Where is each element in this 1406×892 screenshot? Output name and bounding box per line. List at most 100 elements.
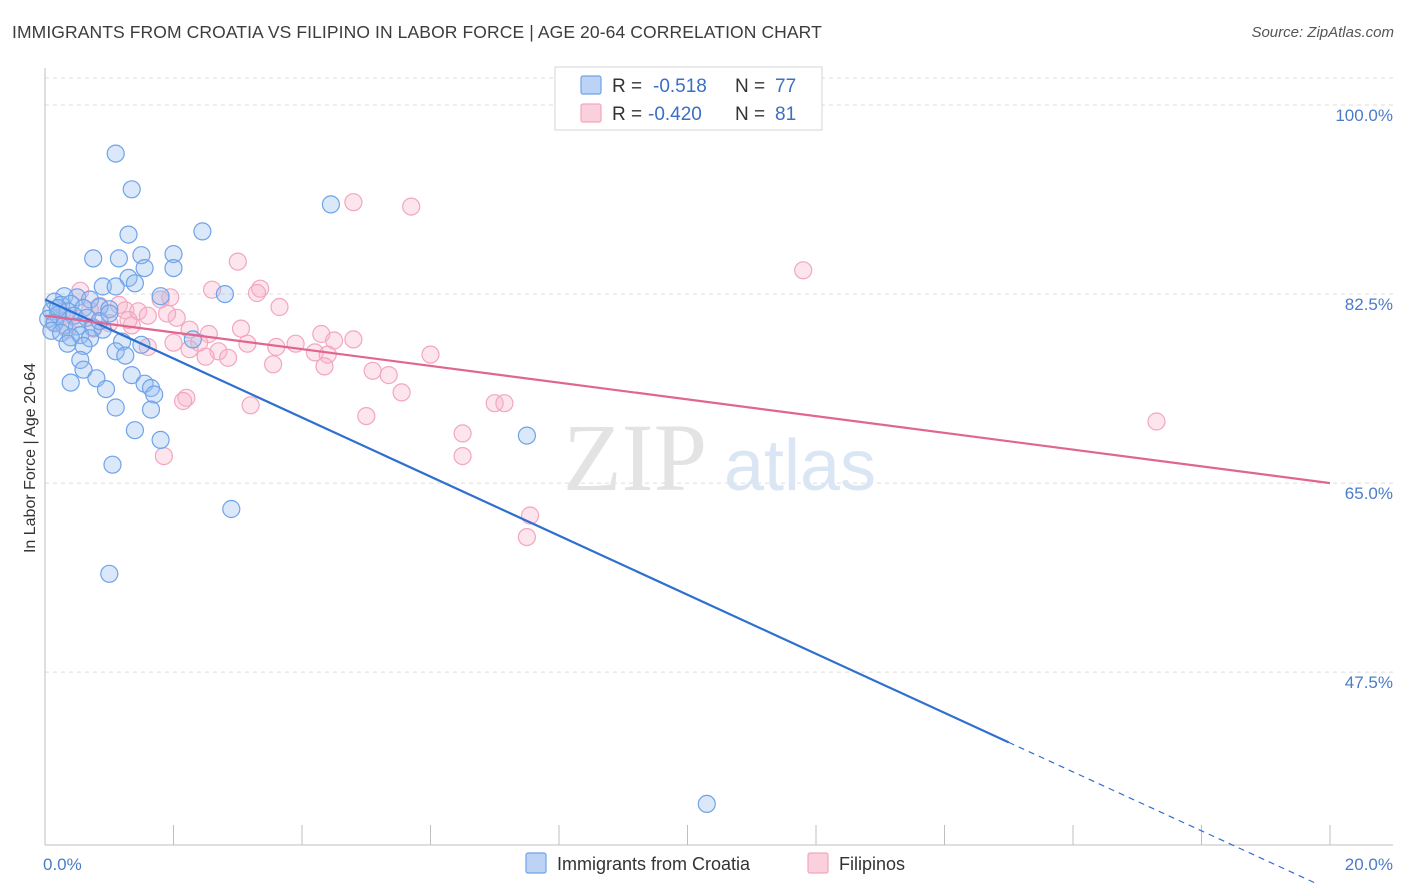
filipino-point-50 — [485, 394, 504, 413]
legend-n-value-filipino: 81 — [775, 104, 796, 125]
filipino-point-58 — [517, 527, 537, 547]
legend-swatch-filipino — [580, 103, 602, 123]
y-tick-label-3: 100.0% — [1335, 106, 1393, 125]
filipino-point-15 — [138, 306, 157, 325]
croatia-point-55 — [96, 380, 116, 399]
croatia-point-1 — [122, 180, 141, 199]
croatia-point-49 — [74, 360, 93, 379]
legend-swatch-croatia — [580, 75, 602, 95]
croatia-point-38 — [51, 323, 71, 342]
filipino-point-59 — [119, 310, 138, 330]
y-tick-label-2: 82.5% — [1345, 295, 1393, 314]
series-swatch-croatia — [525, 852, 547, 874]
legend-n-label-filipino: N = — [735, 104, 765, 125]
gridlines — [45, 77, 1393, 673]
croatia-point-63 — [222, 499, 241, 519]
y-tick-label-1: 65.0% — [1345, 484, 1393, 503]
series-legend: Immigrants from Croatia Filipinos — [525, 852, 905, 874]
croatia-point-65 — [697, 794, 716, 814]
croatia-point-64 — [100, 564, 119, 583]
filipino-point-2 — [794, 261, 813, 280]
chart-title: IMMIGRANTS FROM CROATIA VS FILIPINO IN L… — [12, 22, 822, 42]
filipino-point-6 — [247, 283, 267, 303]
legend-r-label-filipino: R = — [612, 104, 642, 125]
legend-n-value-croatia: 77 — [775, 76, 796, 97]
watermark-atlas: atlas — [724, 426, 876, 506]
x-tick-labels: 0.0% 20.0% — [43, 855, 1393, 874]
series-label-filipino: Filipinos — [839, 854, 905, 874]
filipino-point-44 — [363, 361, 382, 380]
croatia-point-25 — [100, 300, 119, 319]
filipino-point-47 — [177, 388, 196, 407]
croatia-point-44 — [74, 336, 93, 355]
filipino-point-56 — [154, 447, 173, 466]
croatia-point-61 — [517, 426, 537, 445]
filipino-point-41 — [421, 345, 440, 364]
croatia-point-43 — [58, 334, 77, 353]
croatia-point-2 — [321, 195, 340, 214]
croatia-point-41 — [80, 329, 100, 348]
croatia-point-46 — [106, 342, 125, 361]
croatia-point-60 — [151, 430, 170, 449]
croatia-point-50 — [122, 366, 141, 385]
filipino-point-52 — [357, 407, 376, 426]
filipino-point-1 — [402, 197, 421, 216]
croatia-point-58 — [141, 400, 161, 419]
filipino-point-16 — [167, 308, 186, 327]
croatia-point-62 — [103, 455, 122, 474]
croatia-point-0 — [106, 144, 125, 163]
croatia-point-14 — [106, 277, 125, 296]
croatia-point-52 — [61, 373, 80, 392]
croatia-points — [39, 144, 716, 814]
croatia-point-12 — [125, 274, 144, 293]
croatia-point-48 — [71, 350, 90, 370]
x-tick-label-start: 0.0% — [43, 855, 82, 874]
legend-r-value-filipino: -0.420 — [648, 104, 702, 125]
legend-r-label-croatia: R = — [612, 76, 642, 97]
filipino-point-42 — [264, 355, 283, 374]
filipino-point-55 — [453, 447, 472, 466]
filipino-point-0 — [344, 193, 363, 212]
watermark: ZIP atlas — [563, 404, 876, 511]
filipino-point-37 — [196, 347, 215, 366]
croatia-trend-line — [44, 298, 1010, 744]
watermark-zip: ZIP — [563, 404, 707, 511]
filipino-point-48 — [174, 391, 193, 411]
croatia-point-56 — [145, 385, 164, 404]
filipino-point-51 — [495, 394, 514, 413]
stats-legend: R = -0.518 N = 77 R = -0.420 N = 81 — [554, 66, 823, 131]
filipino-point-29 — [164, 333, 183, 352]
series-swatch-filipino — [807, 852, 829, 874]
croatia-point-57 — [106, 398, 125, 417]
filipino-point-38 — [219, 348, 238, 367]
croatia-trend-extension — [1008, 741, 1318, 885]
filipino-point-49 — [241, 396, 260, 415]
series-label-croatia: Immigrants from Croatia — [557, 854, 751, 874]
y-tick-label-0: 47.5% — [1345, 673, 1393, 692]
filipino-point-54 — [1147, 412, 1166, 431]
y-tick-labels: 47.5% 65.0% 82.5% 100.0% — [1335, 106, 1393, 692]
croatia-point-69 — [100, 304, 119, 323]
croatia-point-9 — [164, 259, 183, 278]
croatia-point-7 — [84, 249, 103, 268]
filipino-trend-line — [44, 314, 1331, 485]
x-tick-label-end: 20.0% — [1345, 855, 1393, 874]
filipino-point-10 — [270, 297, 289, 317]
croatia-point-13 — [93, 277, 112, 296]
croatia-point-16 — [151, 287, 170, 306]
legend-r-value-croatia: -0.518 — [653, 76, 707, 97]
filipino-point-53 — [453, 424, 472, 443]
source-label: Source: ZipAtlas.com — [1251, 24, 1394, 41]
croatia-point-66 — [116, 346, 135, 365]
legend-n-label-croatia: N = — [735, 76, 765, 97]
croatia-point-15 — [215, 285, 234, 304]
axes — [44, 68, 1393, 846]
filipino-point-45 — [379, 366, 398, 385]
croatia-point-6 — [164, 245, 183, 264]
filipino-point-43 — [315, 357, 334, 376]
croatia-point-4 — [193, 222, 212, 241]
croatia-point-59 — [125, 421, 144, 440]
filipino-point-46 — [392, 383, 411, 402]
filipino-point-28 — [344, 330, 363, 349]
